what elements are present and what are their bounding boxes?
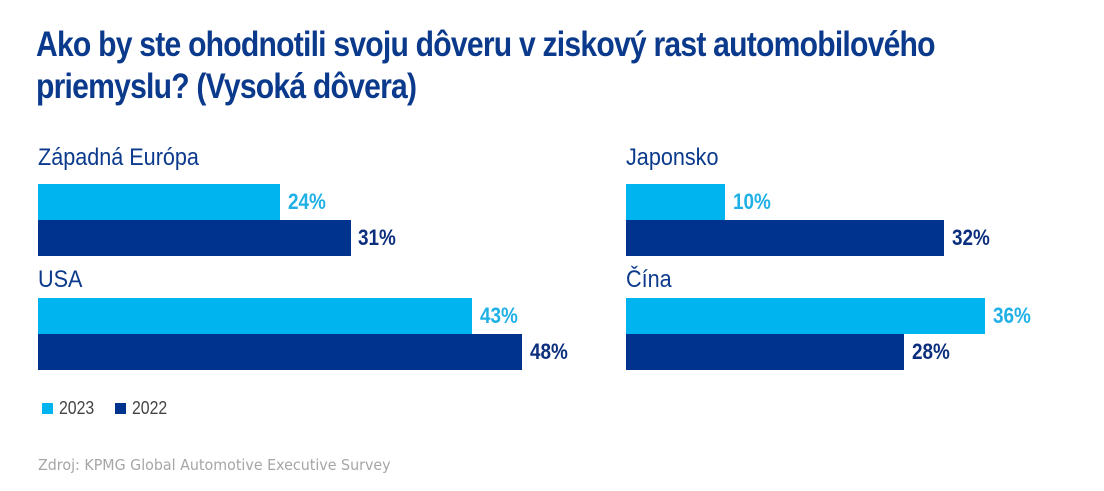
value-japan-2023: 10% [733,189,771,214]
chart-title: Ako by ste ohodnotili svoju dôveru v zis… [36,24,939,108]
bar-western-europe-2022 [38,220,351,256]
source-note: Zdroj: KPMG Global Automotive Executive … [38,456,391,474]
bar-china-2023 [626,298,985,334]
legend-item-2023: 2023 [42,398,99,419]
value-western-europe-2022: 31% [358,225,396,250]
chart-title-line-1: Ako by ste ohodnotili svoju dôveru v zis… [36,25,936,64]
bar-western-europe-2023 [38,184,280,220]
value-china-2023: 36% [993,303,1031,328]
value-western-europe-2023: 24% [288,189,326,214]
bar-japan-2022 [626,220,944,256]
value-usa-2023: 43% [480,303,518,328]
bar-japan-2023 [626,184,725,220]
bar-usa-2022 [38,334,522,370]
value-japan-2022: 32% [952,225,990,250]
value-usa-2022: 48% [530,339,568,364]
bar-china-2022 [626,334,904,370]
value-china-2022: 28% [912,339,950,364]
legend-item-2022: 2022 [115,398,172,419]
legend-swatch-2023 [42,403,53,414]
bar-usa-2023 [38,298,472,334]
panel-label-western-europe: Západná Európa [38,144,199,171]
legend-swatch-2022 [115,403,127,414]
panel-label-usa: USA [38,266,83,293]
panel-label-china: Čína [626,266,672,293]
chart-title-line-2: priemyslu? (Vysoká dôvera) [36,67,417,106]
chart-legend: 2023 2022 [42,398,188,419]
panel-label-japan: Japonsko [626,144,719,171]
legend-label-2022: 2022 [132,398,168,418]
legend-label-2023: 2023 [59,398,95,418]
